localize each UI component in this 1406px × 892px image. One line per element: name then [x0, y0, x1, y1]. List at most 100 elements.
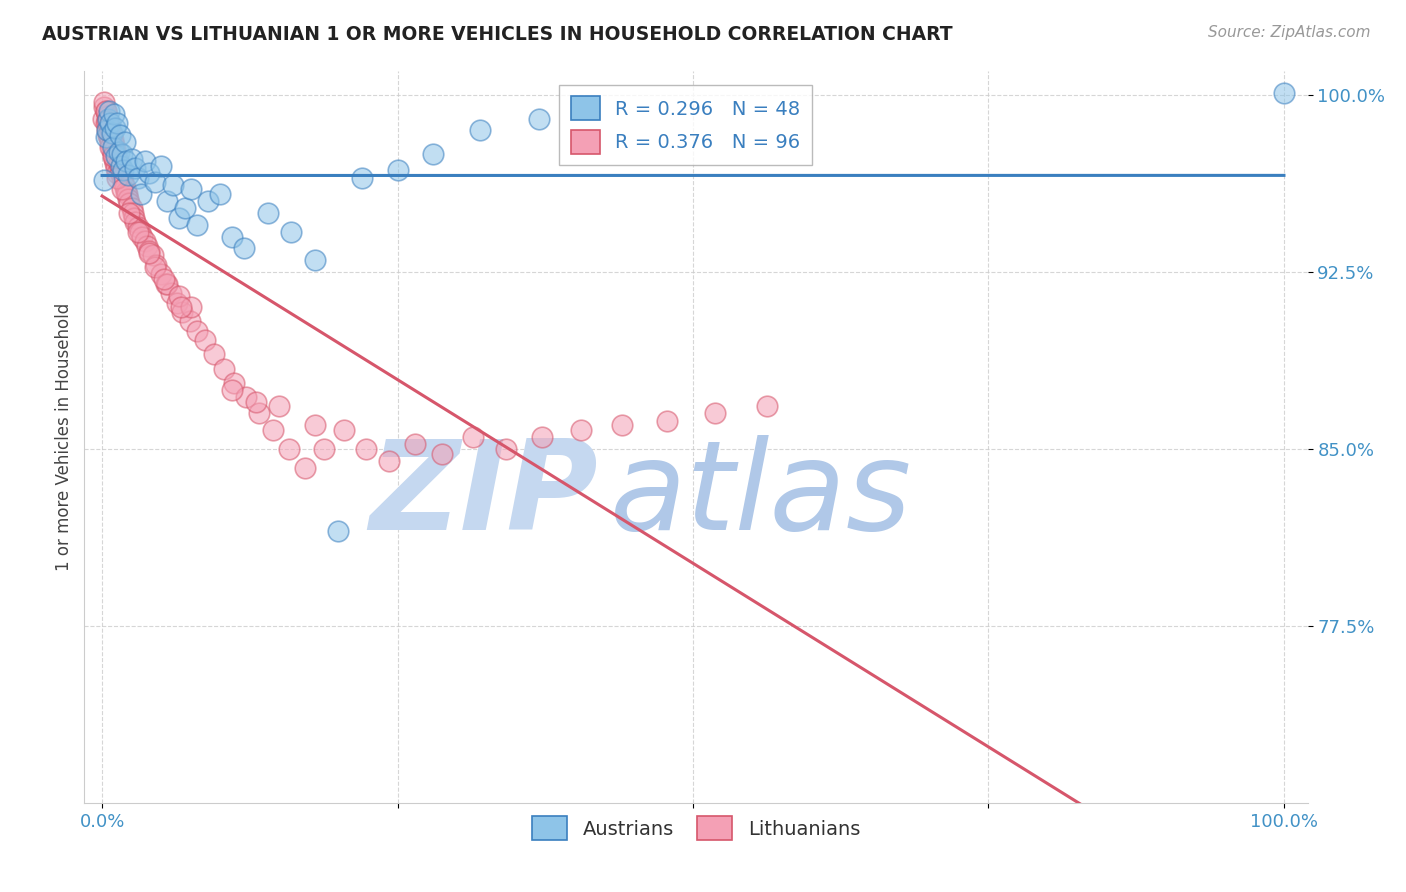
- Point: [107, 116, 129, 130]
- Point: [134, 154, 156, 169]
- Point: [155, 277, 177, 291]
- Point: [314, 442, 336, 456]
- Point: [142, 248, 165, 262]
- Point: [180, 182, 202, 196]
- Point: [111, 182, 134, 196]
- Point: [129, 225, 152, 239]
- Point: [404, 437, 426, 451]
- Point: [127, 220, 149, 235]
- Text: ZIP: ZIP: [370, 435, 598, 556]
- Point: [110, 159, 132, 173]
- Point: [110, 166, 132, 180]
- Point: [115, 187, 138, 202]
- Point: [328, 524, 350, 539]
- Point: [108, 161, 131, 175]
- Point: [194, 334, 217, 348]
- Point: [463, 430, 485, 444]
- Point: [212, 361, 235, 376]
- Point: [111, 147, 134, 161]
- Point: [232, 241, 254, 255]
- Point: [105, 147, 128, 161]
- Point: [655, 413, 678, 427]
- Point: [93, 173, 115, 187]
- Point: [172, 305, 194, 319]
- Point: [186, 324, 208, 338]
- Point: [121, 201, 143, 215]
- Point: [112, 163, 135, 178]
- Point: [159, 286, 181, 301]
- Point: [103, 107, 125, 121]
- Point: [150, 159, 173, 173]
- Point: [100, 142, 122, 156]
- Point: [91, 112, 114, 126]
- Point: [245, 394, 267, 409]
- Point: [138, 166, 160, 180]
- Point: [97, 114, 120, 128]
- Point: [256, 206, 278, 220]
- Point: [121, 152, 143, 166]
- Point: [96, 123, 118, 137]
- Point: [143, 175, 166, 189]
- Point: [280, 225, 302, 239]
- Point: [107, 170, 129, 185]
- Point: [221, 383, 243, 397]
- Point: [179, 314, 201, 328]
- Point: [114, 135, 136, 149]
- Point: [117, 192, 139, 206]
- Point: [167, 211, 190, 225]
- Point: [145, 258, 167, 272]
- Point: [97, 128, 120, 142]
- Point: [101, 149, 124, 163]
- Point: [96, 114, 118, 128]
- Point: [127, 225, 149, 239]
- Point: [107, 145, 129, 159]
- Point: [156, 194, 179, 208]
- Point: [304, 418, 326, 433]
- Point: [470, 123, 492, 137]
- Point: [354, 442, 377, 456]
- Point: [704, 407, 727, 421]
- Point: [269, 400, 291, 414]
- Point: [422, 147, 444, 161]
- Point: [98, 135, 121, 149]
- Point: [104, 156, 127, 170]
- Point: [98, 140, 121, 154]
- Point: [93, 95, 115, 109]
- Point: [352, 170, 374, 185]
- Point: [136, 239, 159, 253]
- Point: [94, 104, 117, 119]
- Point: [101, 147, 124, 161]
- Point: [1272, 86, 1295, 100]
- Point: [202, 347, 225, 361]
- Point: [118, 196, 141, 211]
- Point: [235, 390, 257, 404]
- Text: atlas: atlas: [610, 435, 912, 556]
- Point: [569, 423, 592, 437]
- Legend: Austrians, Lithuanians: Austrians, Lithuanians: [524, 809, 868, 848]
- Point: [127, 170, 149, 185]
- Point: [114, 180, 136, 194]
- Point: [221, 229, 243, 244]
- Point: [186, 218, 208, 232]
- Point: [111, 170, 134, 185]
- Point: [129, 187, 152, 202]
- Point: [134, 234, 156, 248]
- Point: [333, 423, 356, 437]
- Point: [107, 152, 129, 166]
- Point: [118, 206, 141, 220]
- Point: [277, 442, 299, 456]
- Point: [94, 104, 117, 119]
- Point: [117, 168, 139, 182]
- Point: [100, 128, 122, 142]
- Point: [131, 229, 153, 244]
- Point: [162, 178, 184, 192]
- Point: [378, 453, 401, 467]
- Point: [101, 133, 124, 147]
- Point: [124, 161, 146, 175]
- Point: [98, 123, 121, 137]
- Point: [143, 260, 166, 275]
- Point: [124, 215, 146, 229]
- Point: [94, 130, 117, 145]
- Point: [121, 206, 143, 220]
- Point: [432, 447, 454, 461]
